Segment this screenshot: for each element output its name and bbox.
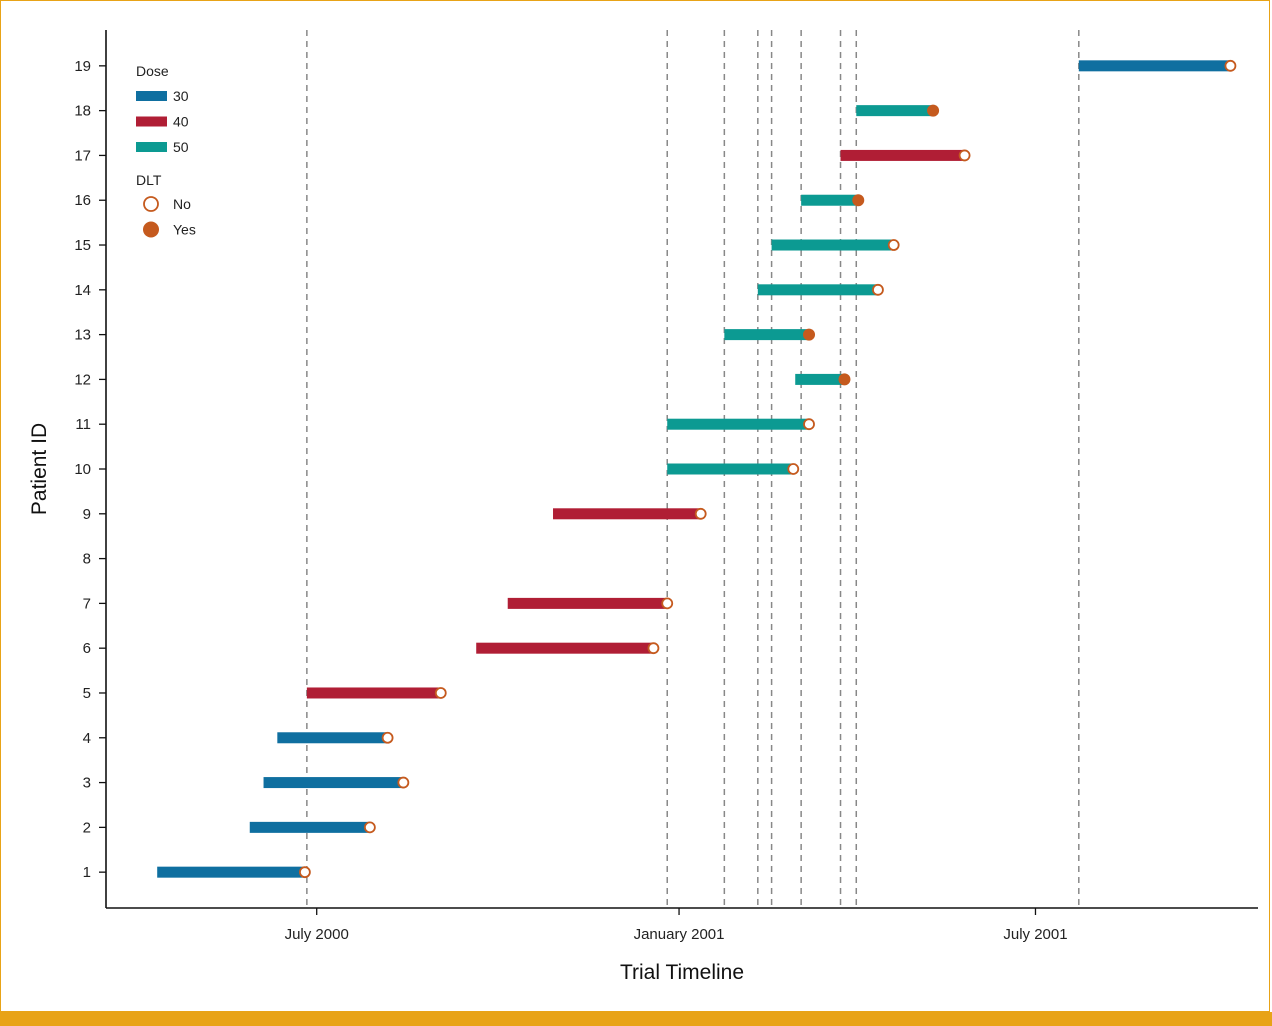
dlt-yes-marker-patient-13: [803, 328, 816, 341]
treatment-bars: [157, 60, 1231, 878]
treatment-bar-patient-5: [306, 687, 441, 699]
dlt-no-marker-patient-4: [381, 731, 394, 744]
dlt-no-marker-patient-11: [803, 418, 815, 431]
y-tick-label-2: 2: [83, 819, 91, 836]
dlt-no-marker-patient-17: [958, 149, 971, 162]
y-axis-title: Patient ID: [28, 423, 51, 515]
treatment-bar-patient-4: [277, 732, 388, 744]
bottom-color-band: [0, 1012, 1272, 1026]
treatment-bar-patient-9: [553, 508, 701, 520]
x-tick-label-2: January 2001: [634, 926, 725, 943]
dlt-yes-marker-patient-16: [852, 194, 865, 207]
treatment-bar-patient-12: [795, 373, 845, 385]
legend-dlt-title: DLT: [136, 172, 162, 188]
legend-swatch-dose-30: [136, 91, 167, 101]
treatment-bar-patient-16: [801, 194, 859, 206]
treatment-bar-patient-18: [856, 105, 934, 117]
y-tick-label-10: 10: [74, 461, 91, 478]
y-tick-label-4: 4: [83, 730, 91, 747]
legend-dose-title: Dose: [136, 63, 169, 79]
y-tick-label-1: 1: [83, 864, 91, 881]
y-tick-label-7: 7: [83, 595, 91, 612]
reference-lines: [306, 30, 1080, 908]
dlt-no-marker-patient-6: [647, 642, 660, 655]
dlt-no-marker-patient-19: [1224, 59, 1237, 72]
y-tick-label-11: 11: [75, 416, 91, 433]
legend-swatch-dose-50: [136, 142, 167, 152]
dlt-yes-marker-patient-18: [927, 104, 940, 117]
y-tick-label-3: 3: [83, 775, 91, 792]
legend-label-dose-50: 50: [173, 139, 189, 155]
treatment-bar-patient-15: [771, 239, 894, 251]
dlt-no-marker-patient-2: [363, 821, 376, 834]
y-tick-label-17: 17: [74, 147, 91, 164]
treatment-bar-patient-17: [840, 149, 965, 161]
legend-label-dlt-yes: Yes: [173, 222, 196, 238]
dlt-yes-marker-patient-12: [838, 373, 851, 386]
treatment-bar-patient-14: [757, 284, 878, 296]
treatment-bar-patient-7: [507, 597, 668, 609]
y-tick-label-6: 6: [83, 640, 91, 657]
legend-label-dlt-no: No: [173, 196, 191, 212]
x-tick-label-1: July 2000: [285, 926, 349, 943]
x-tick-label-3: July 2001: [1003, 926, 1067, 943]
legend-marker-dlt-no: [143, 196, 159, 212]
treatment-bar-patient-3: [263, 777, 404, 789]
dlt-no-marker-patient-10: [787, 463, 800, 475]
y-tick-label-14: 14: [74, 282, 91, 299]
treatment-bar-patient-19: [1078, 60, 1231, 72]
dlt-no-marker-patient-15: [887, 239, 900, 251]
dlt-no-marker-patient-1: [298, 866, 311, 879]
x-ticks: July 2000 January 2001 July 2001: [285, 908, 1068, 943]
y-tick-label-15: 15: [74, 237, 91, 254]
y-tick-label-19: 19: [74, 58, 91, 75]
treatment-bar-patient-6: [476, 642, 654, 654]
legend-label-dose-40: 40: [173, 114, 189, 130]
dlt-no-marker-patient-7: [661, 597, 674, 610]
treatment-bar-patient-13: [724, 329, 810, 341]
y-tick-label-9: 9: [83, 506, 91, 523]
treatment-bar-patient-11: [667, 418, 810, 430]
treatment-bar-patient-2: [249, 821, 370, 833]
dlt-markers: [298, 59, 1237, 879]
legend-swatch-dose-40: [136, 116, 167, 127]
y-tick-label-12: 12: [74, 371, 91, 388]
legend-marker-dlt-yes: [143, 221, 159, 238]
y-tick-label-18: 18: [74, 103, 91, 120]
y-tick-label-13: 13: [74, 327, 91, 344]
legend: Dose DLT 30 40 50 No Yes: [136, 63, 196, 238]
treatment-bar-patient-10: [667, 463, 794, 475]
y-tick-label-8: 8: [83, 551, 91, 568]
x-axis-title: Trial Timeline: [620, 961, 744, 984]
legend-label-dose-30: 30: [173, 88, 189, 104]
dlt-no-marker-patient-3: [397, 776, 410, 789]
treatment-bar-patient-1: [157, 866, 305, 878]
dlt-no-marker-patient-14: [872, 283, 884, 296]
dlt-no-marker-patient-9: [694, 507, 707, 520]
dlt-no-marker-patient-5: [434, 687, 447, 699]
y-tick-label-5: 5: [83, 685, 91, 702]
y-tick-label-16: 16: [74, 192, 91, 209]
